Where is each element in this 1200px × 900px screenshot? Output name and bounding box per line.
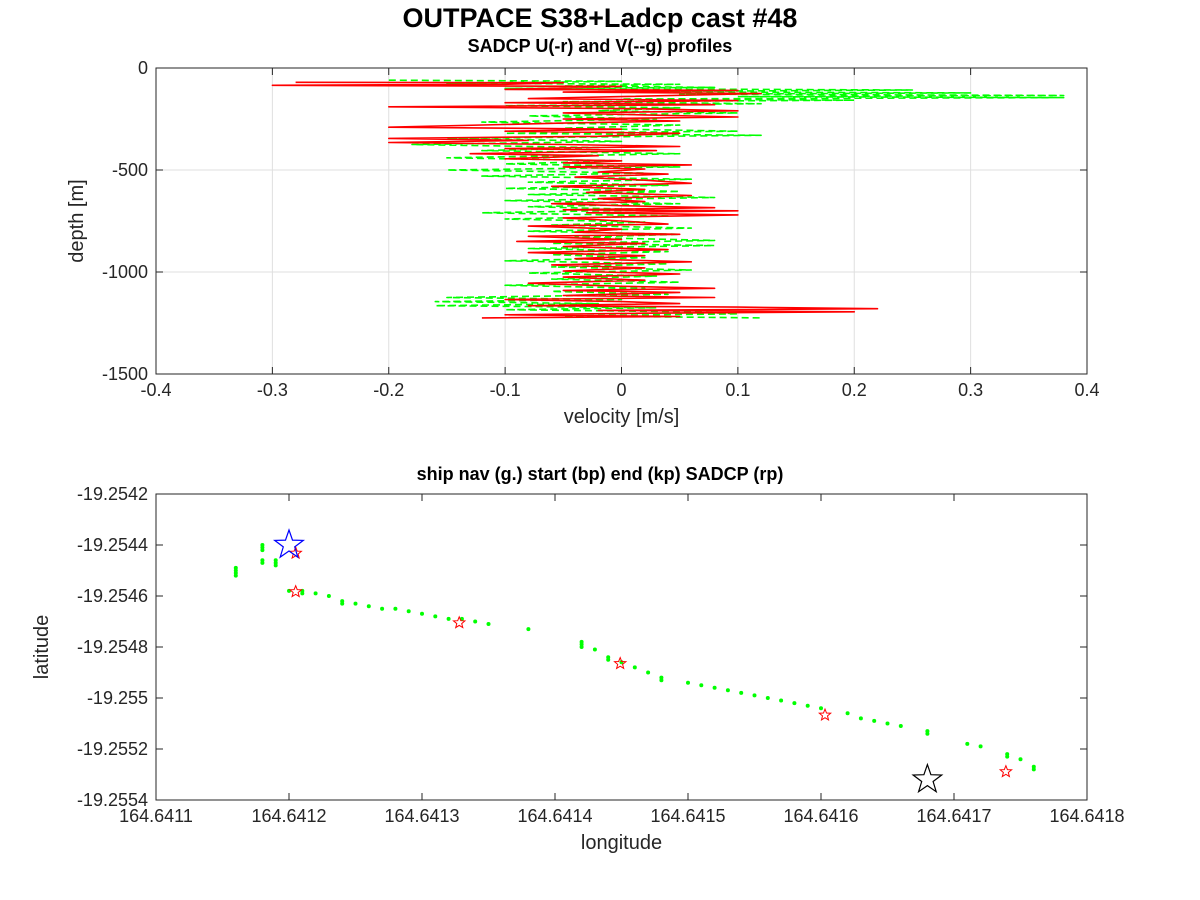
x-tick-label: 0.1 <box>725 380 750 400</box>
x-tick-label: -0.3 <box>257 380 288 400</box>
x-tick-label: 0 <box>616 380 626 400</box>
ship-nav-point <box>872 718 877 723</box>
x-tick-label: 164.6415 <box>650 806 725 826</box>
sadcp-star-marker <box>613 656 628 670</box>
y-tick-label: -19.2554 <box>77 790 148 810</box>
y-tick-label: -19.2542 <box>77 484 148 504</box>
x-tick-label: 164.6416 <box>783 806 858 826</box>
figure-title: OUTPACE S38+Ladcp cast #48 <box>402 3 798 33</box>
ship-nav-point <box>486 622 491 626</box>
y-axis-label: latitude <box>31 615 53 680</box>
ship-nav-point <box>579 645 584 649</box>
start-star-marker <box>272 528 306 559</box>
ship-nav-point <box>526 627 531 632</box>
ship-nav-point <box>340 601 345 606</box>
sadcp-star-marker <box>998 764 1013 778</box>
ship-nav-point <box>752 693 757 698</box>
velocity-profile-plot: -0.4 -0.3 -0.2 -0.1 0 0.1 0.2 0.3 0.4 -1500 -1000 -… <box>66 58 1100 428</box>
ship-nav-point <box>925 731 930 736</box>
ship-nav-point <box>233 573 238 578</box>
ship-nav-point <box>473 619 478 624</box>
ship-nav-point <box>792 701 797 706</box>
ship-nav-point <box>406 609 411 614</box>
y-tick-label: -500 <box>112 160 148 180</box>
ship-nav-point <box>965 741 970 746</box>
ship-nav-point <box>300 591 305 596</box>
y-tick-label: -19.2544 <box>77 535 148 555</box>
ship-nav-point <box>858 716 863 721</box>
ship-nav-point <box>606 657 611 662</box>
ship-nav-point <box>1005 754 1010 759</box>
y-tick-label: -1000 <box>102 262 148 282</box>
ship-nav-point <box>765 696 770 700</box>
ship-nav-point <box>592 647 597 652</box>
x-tick-label: 164.6413 <box>384 806 459 826</box>
ship-nav-point <box>446 616 451 621</box>
ship-nav-point <box>313 591 318 596</box>
ship-nav-point <box>646 670 651 675</box>
ship-nav-point <box>712 685 717 690</box>
ship-nav-plot: 164.6411 164.6412 164.6413 164.6414 164.6415… <box>31 484 1125 854</box>
ship-nav-point <box>686 680 690 685</box>
ship-nav-point <box>380 606 385 611</box>
ship-nav-point <box>1031 767 1036 772</box>
end-star-marker <box>911 762 944 794</box>
u-velocity-series <box>271 81 879 319</box>
x-tick-label: 164.6414 <box>517 806 592 826</box>
x-tick-label: 164.6418 <box>1049 806 1124 826</box>
x-tick-label: -0.1 <box>490 380 521 400</box>
x-tick-label: 164.6417 <box>916 806 991 826</box>
y-axis-label: depth [m] <box>66 179 88 262</box>
x-tick-label: 0.2 <box>842 380 867 400</box>
ship-nav-point <box>260 548 265 553</box>
ship-nav-point <box>353 601 358 606</box>
ship-nav-point <box>393 606 398 611</box>
ship-nav-point <box>898 724 903 728</box>
y-tick-label: -19.2548 <box>77 637 148 657</box>
x-tick-label: -0.4 <box>140 380 171 400</box>
ship-nav-point <box>779 698 784 703</box>
ship-nav-point <box>845 711 850 716</box>
profile-plot-title: SADCP U(-r) and V(--g) profiles <box>467 36 733 56</box>
ship-nav-point <box>819 706 823 711</box>
ship-nav-point <box>632 665 637 670</box>
nav-plot-title: ship nav (g.) start (bp) end (kp) SADCP … <box>416 464 784 484</box>
ship-nav-point <box>659 678 664 683</box>
ship-nav-point <box>433 614 438 619</box>
x-tick-label: 0.4 <box>1074 380 1099 400</box>
ship-nav-point <box>725 688 730 693</box>
y-tick-label: -1500 <box>102 364 148 384</box>
x-axis-label: longitude <box>581 832 662 854</box>
x-tick-label: 164.6411 <box>119 806 193 826</box>
sadcp-star-marker <box>288 584 303 598</box>
ship-nav-point <box>978 744 983 749</box>
y-tick-label: -19.255 <box>87 688 148 708</box>
x-tick-label: 0.3 <box>958 380 983 400</box>
ship-nav-point <box>885 721 890 726</box>
ship-nav-point <box>420 611 424 616</box>
sadcp-star-marker <box>452 615 467 629</box>
y-tick-label: 0 <box>138 58 148 78</box>
ship-nav-point <box>366 604 371 609</box>
y-tick-label: -19.2546 <box>77 586 148 606</box>
ship-nav-point <box>805 703 810 708</box>
x-tick-label: -0.2 <box>373 380 404 400</box>
sadcp-star-marker <box>818 707 832 721</box>
ship-nav-point <box>273 563 278 568</box>
series-group <box>271 79 1065 319</box>
x-tick-label: 164.6412 <box>251 806 326 826</box>
y-tick-label: -19.2552 <box>77 739 148 759</box>
ship-nav-point <box>1018 757 1023 762</box>
plot-area-bg <box>156 494 1087 800</box>
ship-nav-point <box>739 690 744 695</box>
ship-nav-point <box>260 560 265 565</box>
ship-nav-point <box>326 594 331 598</box>
x-axis-label: velocity [m/s] <box>564 406 680 428</box>
ship-nav-point <box>699 683 704 688</box>
